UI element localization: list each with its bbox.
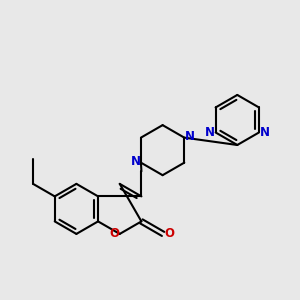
Text: O: O xyxy=(110,227,119,240)
Text: O: O xyxy=(164,227,174,240)
Text: N: N xyxy=(260,126,270,139)
Text: N: N xyxy=(205,126,215,139)
Text: N: N xyxy=(184,130,195,143)
Text: N: N xyxy=(130,155,141,168)
